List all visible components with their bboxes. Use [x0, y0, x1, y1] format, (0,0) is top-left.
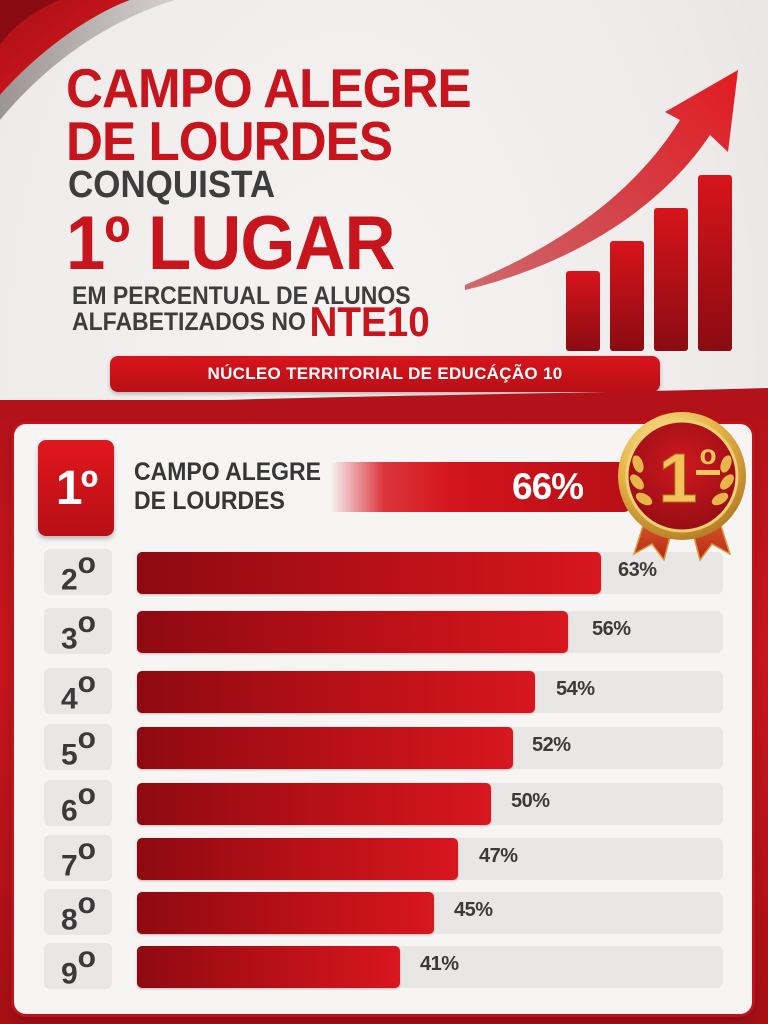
bar-fill: [137, 611, 568, 653]
winner-name: CAMPO ALEGRE DE LOURDES: [134, 458, 321, 516]
bar-fill: [137, 946, 400, 988]
rank-label: 2o: [60, 546, 96, 597]
bar-fill: [137, 727, 513, 769]
gold-medal-icon: 1 o: [618, 412, 746, 562]
ranking-row: 2o 63%: [0, 546, 768, 597]
ranking-row: 5o 52%: [0, 721, 768, 772]
rank-badge: 5o: [44, 721, 112, 772]
ranking-row: 7o 47%: [0, 832, 768, 883]
rank-badge: 3o: [44, 605, 112, 656]
rank-label: 1º: [55, 461, 98, 515]
description-text: ALFABETIZADOS NO: [72, 308, 306, 336]
description-line-1: EM PERCENTUAL DE ALUNOS: [72, 282, 411, 310]
ranking-row: 4o 54%: [0, 665, 768, 716]
rank-label: 9o: [60, 940, 96, 991]
percent-label: 50%: [511, 790, 550, 812]
rank-badge-first: 1º: [38, 440, 114, 536]
svg-text:1: 1: [659, 439, 698, 517]
percent-label: 41%: [420, 953, 459, 975]
svg-text:o: o: [699, 439, 716, 470]
headline: 1º LUGAR: [66, 201, 396, 286]
ranking-row: 6o 50%: [0, 777, 768, 828]
rank-badge: 4o: [44, 665, 112, 716]
percent-label: 56%: [592, 618, 631, 640]
percent-label: 54%: [556, 678, 595, 700]
rank-badge: 6o: [44, 777, 112, 828]
percent-label: 45%: [454, 899, 493, 921]
title-line-1: CAMPO ALEGRE: [66, 57, 472, 119]
bar-fill: [137, 552, 601, 594]
percent-label: 63%: [618, 559, 657, 581]
rank-label: 5o: [60, 721, 96, 772]
rank-label: 7o: [60, 832, 96, 883]
ranking-row: 3o 56%: [0, 605, 768, 656]
nte-highlight: NTE10: [309, 298, 430, 345]
winner-bar: [330, 462, 630, 512]
rank-label: 4o: [60, 665, 96, 716]
ranking-row: 9o 41%: [0, 940, 768, 991]
banner-nucleo-territorial: NÚCLEO TERRITORIAL DE EDUCÁÇÃO 10: [110, 356, 660, 392]
winner-percent: 66%: [512, 466, 584, 507]
bar-fill: [137, 892, 434, 934]
rank-label: 6o: [60, 777, 96, 828]
bar-fill: [137, 783, 491, 825]
ranking-row: 8o 45%: [0, 886, 768, 937]
growth-chart-arrow-icon: [465, 70, 738, 351]
percent-label: 47%: [479, 845, 518, 867]
rank-label: 3o: [60, 605, 96, 656]
description-line-2: ALFABETIZADOS NONTE10: [72, 301, 430, 343]
title-line-2: DE LOURDES: [66, 110, 393, 172]
rank-badge: 8o: [44, 886, 112, 937]
banner-text: NÚCLEO TERRITORIAL DE EDUCÁÇÃO 10: [207, 364, 563, 383]
rank-badge: 9o: [44, 940, 112, 991]
rank-badge: 7o: [44, 832, 112, 883]
winner-name-line-2: DE LOURDES: [134, 487, 285, 515]
bar-fill: [137, 838, 458, 880]
rank-label: 8o: [60, 886, 96, 937]
percent-label: 52%: [532, 734, 571, 756]
rank-badge: 2o: [44, 546, 112, 597]
winner-name-line-1: CAMPO ALEGRE: [134, 458, 321, 486]
bar-fill: [137, 671, 535, 713]
subtitle: CONQUISTA: [68, 164, 276, 206]
